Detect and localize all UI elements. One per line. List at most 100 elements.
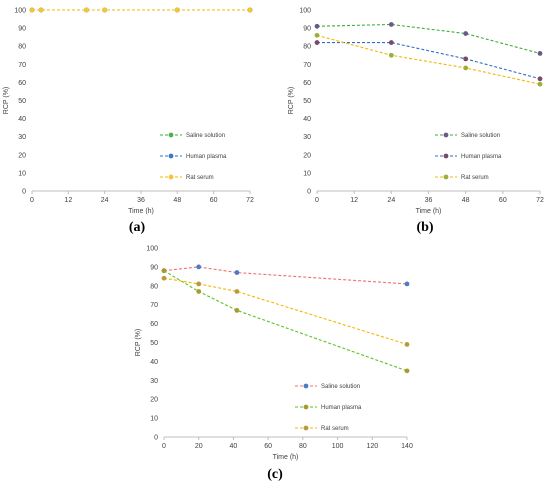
legend-label-b-2: Rat serum [461, 175, 489, 181]
x-tick-label-b: 24 [387, 197, 395, 204]
x-tick-label-a: 12 [64, 197, 72, 204]
chart-svg-a: 0 10 20 30 40 50 60 70 80 90 100 0 12 24 36 48 60 72 Time … [3, 7, 254, 216]
y-tick-label-b: 0 [307, 189, 311, 196]
caption-b: (b) [416, 220, 434, 235]
y-axis-label-b: RCP (%) [288, 87, 295, 114]
y-tick-label-a: 0 [22, 189, 26, 196]
y-tick-label-c: 70 [150, 302, 158, 309]
x-tick-label-b: 0 [315, 197, 319, 204]
y-tick-label-a: 90 [18, 26, 26, 33]
x-tick-label-a: 24 [101, 197, 109, 204]
x-axis-label-b: Time (h) [416, 208, 442, 215]
legend-marker-c-1 [303, 404, 309, 410]
data-point-a-2 [84, 7, 89, 13]
series-line-c-2 [163, 277, 408, 345]
data-point-b-0 [537, 51, 543, 56]
data-point-b-1 [314, 40, 320, 45]
data-point-a-2 [29, 7, 35, 13]
chart-svg-b: 0 10 20 30 40 50 60 70 80 90 100 0 12 24 36 48 60 72 Time … [288, 8, 544, 216]
y-tick-label-c: 100 [146, 246, 158, 253]
data-point-b-0 [463, 31, 469, 36]
y-tick-label-c: 20 [150, 397, 158, 404]
series-line-b-1 [317, 42, 541, 80]
data-point-c-2 [196, 281, 202, 287]
x-tick-label-b: 72 [536, 197, 544, 204]
y-tick-label-c: 50 [150, 340, 158, 347]
y-tick-label-b: 30 [303, 134, 311, 141]
y-tick-label-b: 70 [303, 62, 311, 69]
x-tick-label-b: 60 [499, 197, 507, 204]
y-tick-label-b: 40 [303, 116, 311, 123]
x-tick-label-a: 0 [30, 197, 34, 204]
legend-label-a-2: Rat serum [186, 175, 214, 181]
legend-label-c-2: Rat serum [321, 426, 349, 432]
series-line-b-2 [316, 34, 541, 85]
caption-a: (a) [128, 220, 146, 235]
legend-marker-c-0 [303, 383, 309, 389]
chart-panel-b: 0 10 20 30 40 50 60 70 80 90 100 0 12 24 36 48 60 72 Time … [275, 0, 550, 230]
y-tick-label-a: 100 [14, 8, 26, 15]
y-tick-label-b: 60 [303, 80, 311, 87]
x-tick-label-b: 36 [425, 197, 433, 204]
y-tick-label-b: 20 [303, 152, 311, 159]
y-tick-label-a: 70 [18, 62, 26, 69]
data-point-c-2 [404, 341, 410, 347]
x-tick-label-c: 20 [195, 443, 203, 450]
legend-marker-c-2 [303, 425, 309, 431]
data-point-b-0 [314, 23, 320, 29]
y-tick-label-c: 80 [150, 283, 158, 290]
data-point-c-0 [234, 270, 240, 275]
y-tick-label-a: 80 [18, 44, 26, 51]
caption-c: (c) [267, 467, 283, 482]
y-tick-label-a: 10 [18, 170, 26, 177]
data-point-b-1 [537, 76, 543, 82]
series-line-b-0 [316, 23, 541, 54]
y-tick-label-b: 50 [303, 98, 311, 105]
x-tick-label-c: 80 [299, 443, 307, 450]
legend-label-b-0: Saline solution [461, 133, 500, 139]
x-tick-label-c: 100 [332, 443, 344, 450]
data-point-c-0 [404, 281, 410, 287]
y-tick-label-c: 30 [150, 378, 158, 385]
y-tick-label-a: 60 [18, 80, 26, 87]
data-point-a-2 [174, 7, 180, 13]
legend-marker-b-0 [443, 132, 449, 138]
y-tick-label-a: 20 [18, 152, 26, 159]
legend-marker-b-2 [443, 174, 449, 180]
y-tick-label-b: 90 [303, 26, 311, 33]
y-tick-label-a: 40 [18, 116, 26, 123]
x-tick-label-a: 36 [137, 197, 145, 204]
y-tick-label-c: 90 [150, 264, 158, 271]
y-axis-label-c: RCP (%) [135, 329, 142, 356]
data-point-c-2 [234, 289, 240, 294]
data-point-c-2 [161, 275, 167, 281]
legend-label-c-0: Saline solution [321, 384, 360, 390]
y-tick-label-c: 40 [150, 359, 158, 366]
data-point-a-2 [102, 7, 108, 13]
legend-label-b-1: Human plasma [461, 154, 502, 160]
data-point-a-2 [247, 7, 253, 13]
data-point-b-2 [537, 81, 543, 87]
data-point-c-1 [161, 268, 167, 274]
y-tick-label-c: 60 [150, 321, 158, 328]
series-line-c-0 [163, 266, 408, 285]
x-tick-label-c: 120 [366, 443, 378, 450]
data-point-c-1 [196, 289, 202, 294]
y-axis-label-a: RCP (%) [3, 87, 10, 114]
series-line-c-1 [163, 270, 408, 372]
x-tick-label-c: 140 [401, 443, 413, 450]
data-point-b-2 [463, 65, 469, 71]
legend-marker-a-0 [168, 132, 174, 138]
x-axis-label-c: Time (h) [273, 454, 299, 461]
y-tick-label-a: 30 [18, 134, 26, 141]
x-tick-label-b: 48 [462, 197, 470, 204]
data-point-b-2 [388, 52, 394, 58]
chart-panel-c: 0 10 20 30 40 50 60 70 80 90 100 0 20 40 60 80 100 120 140… [125, 238, 425, 468]
legend-label-a-1: Human plasma [186, 154, 227, 160]
legend-marker-a-1 [168, 153, 174, 159]
y-tick-label-c: 10 [150, 416, 158, 423]
data-point-c-0 [196, 264, 202, 270]
x-tick-label-a: 72 [246, 197, 254, 204]
data-point-b-1 [463, 56, 469, 62]
data-point-c-1 [404, 368, 410, 374]
